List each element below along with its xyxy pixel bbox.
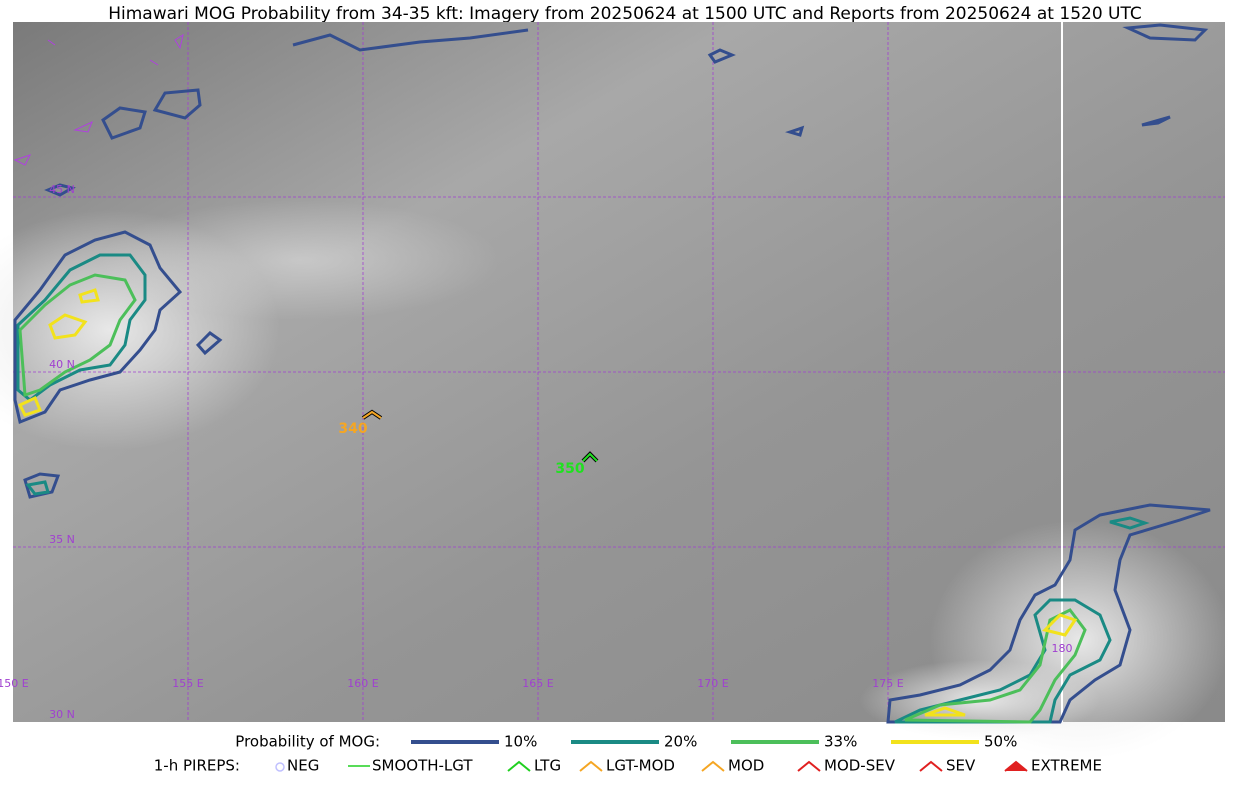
lon-label: 180 <box>1052 642 1073 655</box>
lat-label: 40 N <box>49 358 75 371</box>
lon-label: 175 E <box>872 677 903 690</box>
legend-symbol <box>919 760 943 772</box>
geo-labels: 45 N 40 N 35 N 30 N 150 E 155 E 160 E 165 E 170 … <box>0 183 1073 721</box>
pirep-markers: 340 350 <box>338 409 599 477</box>
legend-symbol <box>507 760 531 772</box>
lon-label: 155 E <box>172 677 203 690</box>
contours <box>13 23 1211 724</box>
lon-label: 170 E <box>697 677 728 690</box>
legend-label: LTG <box>534 757 561 775</box>
pirep-label: 350 <box>555 461 584 477</box>
legend-symbol <box>1004 760 1028 772</box>
legend-symbol <box>797 760 821 772</box>
lat-label: 30 N <box>49 708 75 721</box>
lon-label: 150 E <box>0 677 29 690</box>
legend-symbol <box>579 760 603 772</box>
legend-label: SEV <box>946 757 976 775</box>
legend-label: MOD <box>728 757 764 775</box>
legend-label: 10% <box>504 733 537 751</box>
legend-label: SMOOTH-LGT <box>372 757 473 775</box>
legend-label: 33% <box>824 733 857 751</box>
pirep-label: 340 <box>338 421 367 437</box>
legend-symbol <box>275 762 285 772</box>
legend-label: NEG <box>287 757 319 775</box>
lon-label: 160 E <box>347 677 378 690</box>
legend-label: 50% <box>984 733 1017 751</box>
lon-label: 165 E <box>522 677 553 690</box>
lat-label: 45 N <box>49 183 75 196</box>
lat-label: 35 N <box>49 533 75 546</box>
legend-label: MOD-SEV <box>824 757 896 775</box>
legend: Probability of MOG: 1-h PIREPS: 10% 20% 33… <box>154 733 1102 775</box>
legend-label: 20% <box>664 733 697 751</box>
legend-title: Probability of MOG: <box>235 733 380 751</box>
legend-symbol <box>701 760 725 772</box>
legend-label: LGT-MOD <box>606 757 675 775</box>
graticule <box>13 22 1225 722</box>
legend-label: EXTREME <box>1031 757 1102 775</box>
title: Himawari MOG Probability from 34-35 kft:… <box>108 4 1142 24</box>
legend-title: 1-h PIREPS: <box>154 757 240 775</box>
